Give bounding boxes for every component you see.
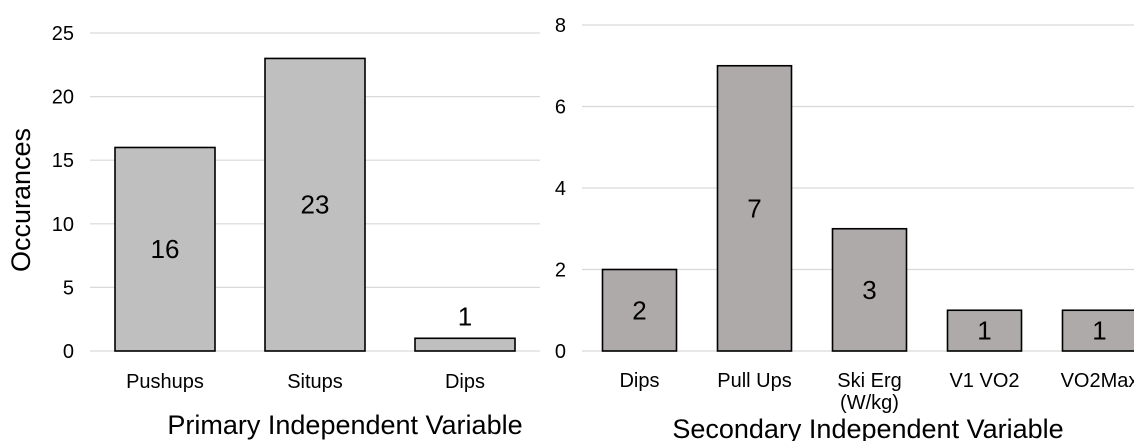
x-category-label: Situps [287,371,343,393]
y-tick-label: 10 [52,214,74,236]
data-label: 16 [151,234,180,264]
x-category-label: Ski Erg [837,370,901,392]
data-label: 1 [458,301,472,331]
x-category-label: Pull Ups [717,370,791,392]
y-tick-label: 2 [555,260,566,282]
bar [414,337,516,352]
x-axis-title: Primary Independent Variable [167,410,522,440]
y-tick-label: 8 [555,15,566,37]
data-label: 2 [632,295,646,325]
y-tick-label: 0 [63,341,74,363]
y-tick-label: 4 [555,178,566,200]
x-category-label: Dips [445,371,485,393]
x-category-label: (W/kg) [840,392,899,414]
x-category-label: Pushups [126,371,204,393]
bar [1061,309,1134,352]
x-category-label: Dips [619,370,659,392]
y-tick-label: 6 [555,97,566,119]
y-axis-title: Occurances [6,128,36,272]
bar [114,146,216,352]
bar [601,268,678,352]
data-label: 3 [862,275,876,305]
y-tick-label: 25 [52,23,74,45]
data-label: 7 [747,193,761,223]
x-axis-title: Secondary Independent Variable [672,414,1063,441]
data-label: 1 [977,316,991,346]
data-label: 23 [301,190,330,220]
data-label: 1 [1092,316,1106,346]
bar [264,57,366,352]
x-category-label: V1 VO2 [949,370,1019,392]
bar [716,64,793,352]
bar [831,227,908,352]
y-tick-label: 5 [63,277,74,299]
y-tick-label: 0 [555,341,566,363]
x-category-label: VO2Max [1061,370,1134,392]
y-tick-label: 20 [52,87,74,109]
bar [946,309,1023,352]
y-tick-label: 15 [52,150,74,172]
